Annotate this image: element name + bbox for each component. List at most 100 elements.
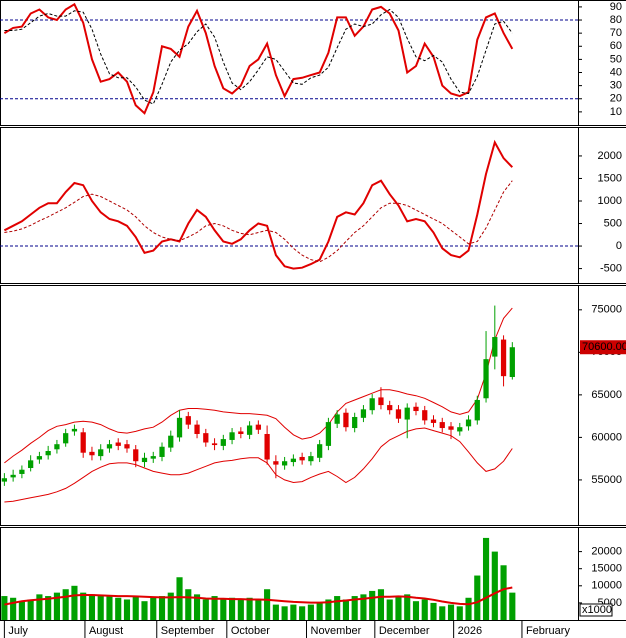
x-tick-label: August <box>89 625 123 637</box>
volume-bar <box>272 604 279 620</box>
volume-bar <box>439 606 446 620</box>
volume-bar <box>220 599 227 620</box>
candle-body <box>220 439 226 446</box>
y-tick-label: 1500 <box>598 172 622 184</box>
volume-bar <box>325 599 332 620</box>
volume-bar <box>36 594 43 620</box>
volume-bar <box>53 592 60 620</box>
series-line <box>3 139 514 270</box>
x-tick-label: September <box>161 625 215 637</box>
candle-body <box>448 426 454 430</box>
candle-body <box>10 474 16 478</box>
candle-body <box>465 419 472 427</box>
candle-body <box>325 422 332 446</box>
volume-bar <box>193 594 201 620</box>
volume-bar <box>334 596 341 620</box>
volume-bar <box>97 596 104 620</box>
candle-body <box>483 359 489 399</box>
volume-bar <box>71 585 78 620</box>
volume-bar <box>351 596 358 620</box>
volume-bar <box>430 602 437 620</box>
candle-body <box>133 449 139 462</box>
y-tick-label: 20000 <box>591 546 622 558</box>
y-tick-label: 55000 <box>591 474 622 486</box>
y-tick-label: 70 <box>610 27 622 39</box>
series-line <box>4 307 513 464</box>
volume-bar <box>123 599 131 620</box>
last-price-box <box>580 340 626 355</box>
candle-body <box>176 417 183 438</box>
candle-body <box>63 433 69 444</box>
volume-bar <box>474 575 481 620</box>
candle-body <box>168 435 174 448</box>
candle-body <box>211 443 218 446</box>
volume-bar <box>1 596 8 620</box>
candle-body <box>395 409 402 419</box>
series-line <box>4 427 513 503</box>
candle-body <box>299 456 305 461</box>
x-tick-label: October <box>231 625 270 637</box>
y-tick-label: 80 <box>610 14 622 26</box>
y-tick-label: 10000 <box>591 580 622 592</box>
candle-body <box>457 427 463 432</box>
candle-body <box>45 451 51 456</box>
volume-bar <box>141 601 148 620</box>
candle-body <box>264 433 270 460</box>
candle-body <box>124 444 130 449</box>
candle-body <box>89 451 95 456</box>
volume-bar <box>377 589 385 620</box>
candle-body <box>238 431 244 434</box>
candle-body <box>115 442 121 446</box>
candle-body <box>369 398 375 411</box>
volume-bar <box>115 597 122 620</box>
panel-border <box>0 285 626 526</box>
candle-body <box>80 432 86 453</box>
candle-body <box>185 416 191 425</box>
series-line <box>4 180 513 263</box>
y-tick-label: 40 <box>610 66 622 78</box>
unit-box <box>579 603 613 617</box>
y-tick-label: 15000 <box>591 563 622 575</box>
candle-body <box>71 428 78 432</box>
candle-body <box>1 478 8 482</box>
volume-bar <box>386 599 393 620</box>
series-line <box>4 8 513 105</box>
volume-bar <box>491 551 498 620</box>
candle-body <box>474 399 480 421</box>
volume-bar <box>360 594 367 620</box>
y-tick-label: -500 <box>600 262 622 274</box>
volume-bar <box>106 596 113 620</box>
y-tick-label: 30 <box>610 80 622 92</box>
volume-bar <box>18 601 25 620</box>
series-line <box>4 586 513 606</box>
volume-bar <box>500 565 507 620</box>
candle-body <box>378 397 384 406</box>
volume-bar <box>456 606 463 620</box>
candle-body <box>343 412 349 428</box>
volume-bar <box>307 604 314 620</box>
candle-body <box>439 422 445 429</box>
candle-body <box>273 461 279 465</box>
volume-bar <box>167 592 174 620</box>
volume-bar <box>264 589 271 620</box>
y-tick-label: 0 <box>616 240 622 252</box>
candle-body <box>360 409 367 418</box>
candle-body <box>54 444 60 450</box>
volume-bar <box>246 597 253 620</box>
candle-body <box>387 405 393 411</box>
volume-bar <box>27 599 34 620</box>
y-tick-label: 50 <box>610 53 622 65</box>
candle-body <box>430 419 437 423</box>
volume-bar <box>290 604 297 620</box>
volume-bar <box>447 604 455 620</box>
volume-bar <box>176 577 183 620</box>
volume-bar <box>229 597 236 620</box>
x-tick-label: July <box>8 625 28 637</box>
volume-bar <box>255 599 262 620</box>
candle-body <box>159 446 165 457</box>
volume-bar <box>465 597 472 620</box>
volume-bar <box>404 594 411 620</box>
candle-body <box>229 432 235 440</box>
candle-body <box>308 456 314 462</box>
